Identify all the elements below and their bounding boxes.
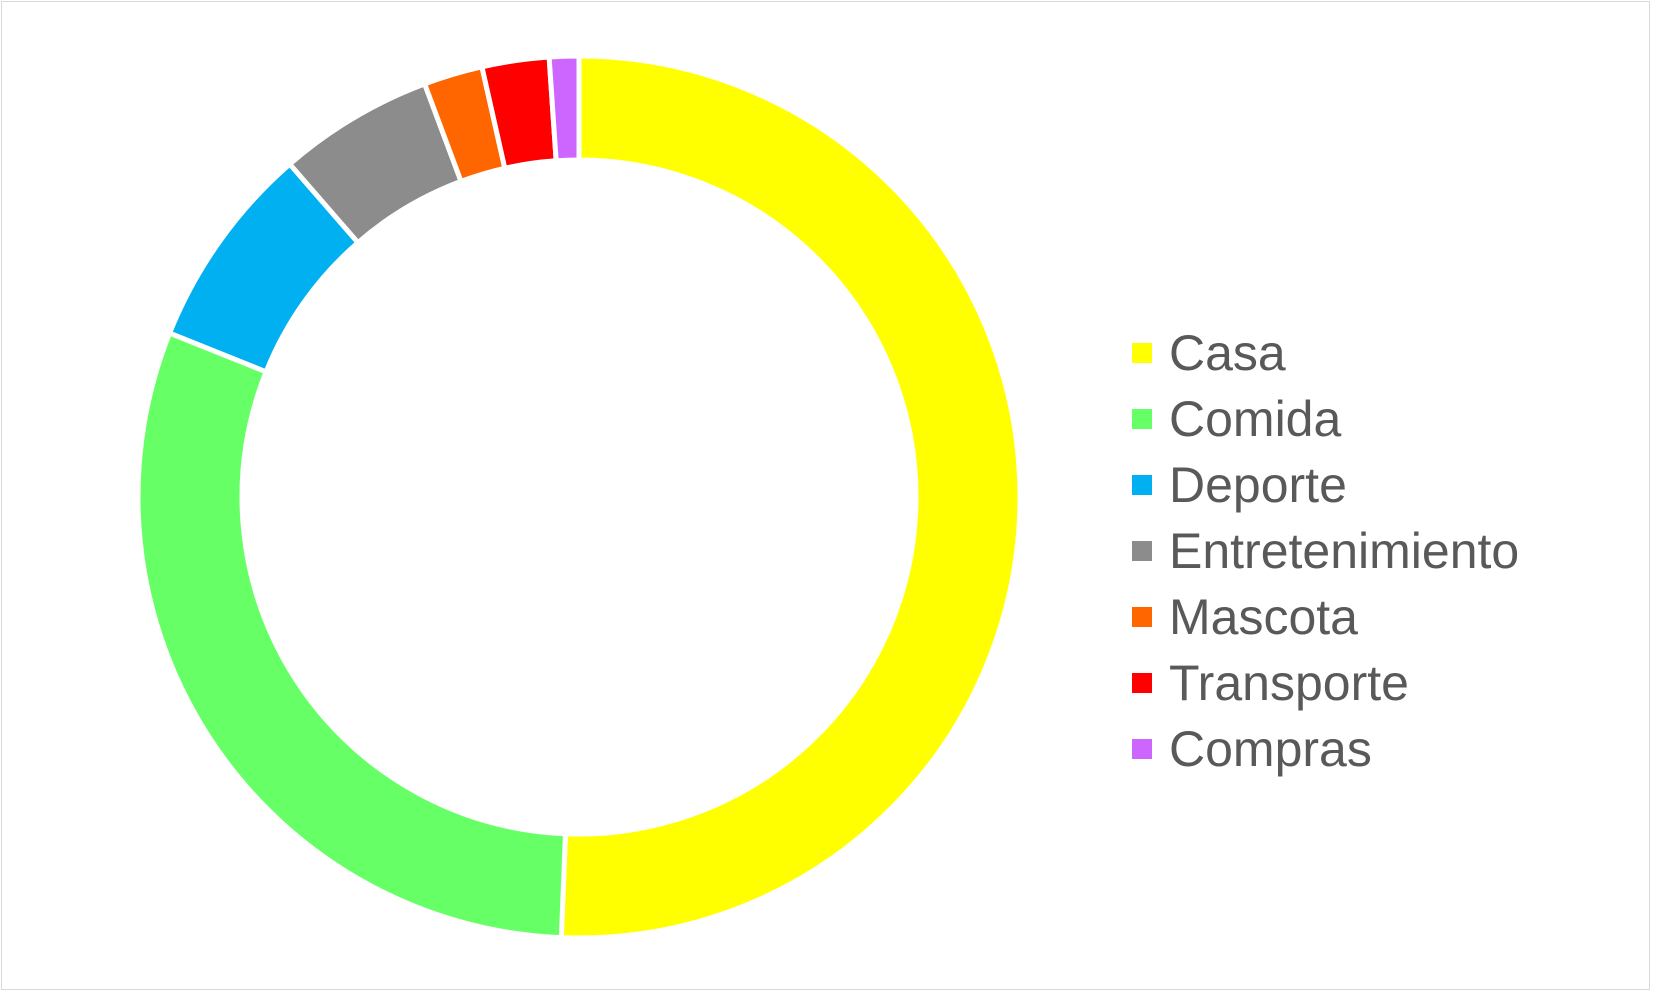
legend-label-mascota: Mascota xyxy=(1169,589,1358,645)
legend-item-entretenimiento: Entretenimiento xyxy=(1132,518,1519,584)
legend-label-comida: Comida xyxy=(1169,391,1342,447)
legend-swatch-transporte xyxy=(1132,673,1152,693)
legend-item-mascota: Mascota xyxy=(1132,584,1519,650)
legend-swatch-comida xyxy=(1132,409,1152,429)
donut-slice-compras xyxy=(546,53,582,164)
legend-label-casa: Casa xyxy=(1169,325,1286,381)
donut-slice-casa xyxy=(558,53,1023,941)
legend-label-compras: Compras xyxy=(1169,721,1372,777)
legend-swatch-casa xyxy=(1132,343,1152,363)
legend-swatch-entretenimiento xyxy=(1132,541,1152,561)
donut-slice-comida xyxy=(135,329,569,941)
legend-item-compras: Compras xyxy=(1132,716,1519,782)
legend-swatch-deporte xyxy=(1132,475,1152,495)
legend-swatch-mascota xyxy=(1132,607,1152,627)
legend-item-deporte: Deporte xyxy=(1132,452,1519,518)
legend-label-entretenimiento: Entretenimiento xyxy=(1169,523,1520,579)
legend-swatch-compras xyxy=(1132,739,1152,759)
legend-label-transporte: Transporte xyxy=(1169,655,1409,711)
legend-item-transporte: Transporte xyxy=(1132,650,1519,716)
legend-item-casa: Casa xyxy=(1132,320,1519,386)
legend-label-deporte: Deporte xyxy=(1169,457,1347,513)
legend-item-comida: Comida xyxy=(1132,386,1519,452)
legend: Casa Comida Deporte Entretenimiento Masc… xyxy=(1132,320,1519,782)
